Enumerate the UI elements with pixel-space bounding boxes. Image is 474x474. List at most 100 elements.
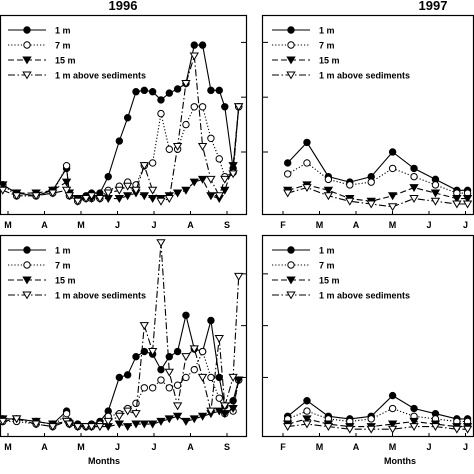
- point-p3-s3-24: [220, 410, 230, 419]
- point-p3-s2-15: [148, 384, 157, 392]
- point-p1-s4-17: [164, 195, 174, 203]
- point-p3-s4-23: [214, 335, 224, 343]
- point-p3-s4-13: [131, 410, 141, 419]
- legend-label-1: 1 m: [55, 246, 71, 256]
- point-p1-s4-7: [81, 195, 91, 203]
- x-tick-label: M: [316, 220, 324, 230]
- chart-title-2: 1997: [419, 0, 448, 13]
- point-p3-s1-23: [215, 373, 223, 382]
- point-p4-s2-5: [388, 404, 397, 413]
- point-p2-s2-6: [410, 172, 418, 181]
- point-p1-s4-9: [95, 195, 105, 203]
- point-p2-s3-7: [430, 189, 441, 198]
- point-p2-s3-5: [387, 192, 398, 201]
- point-p3-s4-10: [103, 417, 113, 426]
- legend-label-3: 15 m: [319, 276, 340, 286]
- x-tick-label: M: [4, 220, 12, 230]
- point-p3-s2-legend: [23, 261, 31, 269]
- x-tick-label: S: [224, 442, 230, 452]
- point-p3-s4-26: [233, 272, 244, 281]
- point-p1-s4-18: [172, 142, 183, 151]
- chart-panel-2: 1997 F M A M J J 1 m 7 m 15 m 1 m above sediments: [261, 0, 474, 230]
- point-p1-s4-12: [122, 182, 133, 191]
- x-tick-label: J: [426, 220, 431, 230]
- x-tick-label: A: [187, 220, 194, 230]
- point-p2-s2-5: [388, 164, 397, 173]
- x-tick-label: J: [151, 220, 156, 230]
- point-p2-s3-8: [452, 195, 462, 203]
- series-group-2: [283, 138, 473, 212]
- point-p4-s4-2: [323, 423, 334, 432]
- point-p1-s4-21: [197, 142, 208, 151]
- point-p1-s2-4: [62, 161, 71, 170]
- point-p1-s4-legend: [22, 71, 32, 80]
- legend-label-4: 1 m above sediments: [55, 71, 146, 81]
- legend-3: 1 m 7 m 15 m 1 m above sediments: [8, 246, 146, 301]
- point-p3-s2-19: [182, 373, 190, 382]
- point-p3-s4-21: [197, 373, 208, 382]
- point-p1-s4-19: [181, 79, 191, 88]
- point-p2-s1-0: [283, 159, 292, 167]
- x-tick-label: A: [187, 442, 194, 452]
- legend-label-2: 7 m: [319, 41, 335, 51]
- point-p1-s4-6: [73, 197, 83, 206]
- point-p2-s3-6: [409, 184, 419, 193]
- point-p2-s4-9: [462, 200, 473, 209]
- point-p3-s4-6: [73, 423, 83, 432]
- series-line-1: [2, 315, 240, 428]
- point-p1-s4-22: [206, 175, 216, 184]
- point-p1-s3-18: [172, 189, 183, 198]
- point-p1-s4-3: [48, 189, 58, 198]
- point-p2-s4-6: [409, 195, 419, 203]
- point-p1-s3-0: [0, 181, 8, 190]
- point-p4-s3-5: [387, 420, 398, 429]
- point-p1-s2-legend: [23, 41, 31, 49]
- point-p3-s3-11: [114, 420, 125, 429]
- point-p1-s3-4: [61, 178, 72, 187]
- point-p1-s4-11: [114, 186, 125, 195]
- point-p3-s3-21: [197, 412, 208, 421]
- point-p4-s3-6: [409, 417, 419, 426]
- point-p2-s2-2: [324, 175, 333, 184]
- point-p1-s1-24: [221, 103, 229, 111]
- point-p4-s4-5: [387, 425, 398, 434]
- point-p3-s2-23: [215, 394, 223, 402]
- x-tick-label: M: [316, 442, 324, 452]
- x-tick-label: J: [463, 220, 468, 230]
- point-p3-s4-3: [48, 423, 58, 432]
- point-p1-s1-20: [190, 41, 198, 49]
- point-p3-s4-16: [156, 239, 166, 248]
- point-p3-s2-22: [207, 373, 215, 382]
- x-tick-label: A: [41, 442, 48, 452]
- point-p1-s3-14: [139, 192, 149, 201]
- point-p3-s4-18: [172, 402, 183, 411]
- point-p1-s3-legend: [22, 56, 32, 65]
- point-p4-s4-3: [345, 425, 355, 434]
- point-p3-s3-15: [147, 420, 158, 429]
- point-p3-s4-14: [139, 322, 149, 331]
- point-p3-s4-9: [95, 423, 105, 432]
- point-p1-s2-15: [148, 159, 157, 167]
- chart-panel-4: F M A M J J Months 1 m 7 m 15 m 1 m above sediment…: [261, 234, 474, 466]
- point-p3-s2-20: [190, 365, 198, 374]
- point-p1-s3-21: [197, 175, 208, 184]
- x-tick-label: S: [224, 220, 230, 230]
- point-p3-s4-20: [189, 345, 199, 354]
- legend-label-2: 7 m: [55, 261, 71, 271]
- point-p3-s3-16: [156, 417, 166, 426]
- point-p3-s2-17: [165, 384, 173, 392]
- point-p3-s1-18: [173, 347, 182, 356]
- legend-label-3: 15 m: [55, 56, 76, 66]
- point-p2-s2-4: [367, 178, 375, 186]
- point-p2-s4-7: [430, 197, 441, 206]
- point-p3-s3-25: [228, 404, 238, 413]
- series-line-3: [287, 184, 468, 202]
- point-p1-s1-17: [165, 89, 173, 97]
- point-p3-s4-0: [0, 417, 8, 426]
- x-tick-label: A: [41, 220, 48, 230]
- point-p1-s1-15: [148, 88, 157, 96]
- point-p4-s3-legend: [286, 276, 296, 285]
- point-p2-s4-3: [345, 197, 355, 206]
- point-p1-s2-16: [157, 109, 165, 118]
- point-p1-s2-23: [215, 155, 223, 163]
